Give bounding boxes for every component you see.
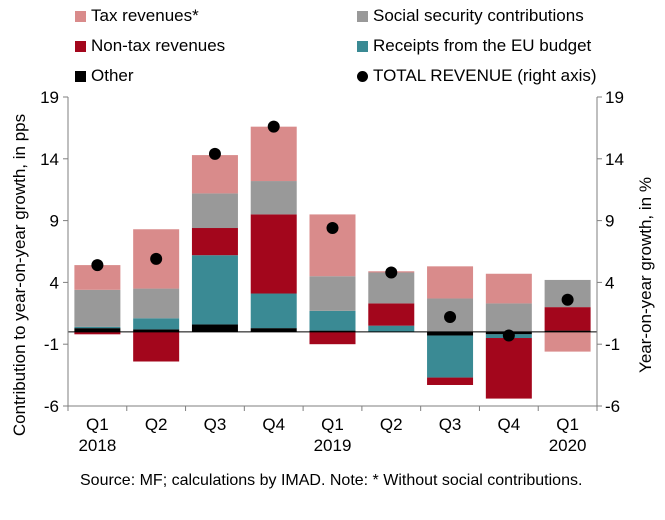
legend-item: TOTAL REVENUE (right axis) <box>357 66 597 86</box>
x-tick-label: Q2 <box>145 415 168 434</box>
legend-label: Other <box>91 66 134 85</box>
total-dot <box>561 293 574 306</box>
legend-label: Social security contributions <box>373 6 584 25</box>
x-tick-label: Q1 <box>556 415 579 434</box>
bar-segment <box>191 228 238 256</box>
legend-swatch <box>75 70 86 82</box>
legend-item: Social security contributions <box>357 6 584 26</box>
bar-segment <box>485 303 532 332</box>
y-axis-title: Contribution to year-on-year growth, in … <box>10 113 30 437</box>
x-tick-label: Q1 <box>86 415 109 434</box>
bar-segment <box>191 255 238 325</box>
total-dot <box>91 259 104 272</box>
bar-segment <box>191 324 238 332</box>
bar-segment <box>309 276 356 311</box>
y2-axis-title: Year-on-year growth, in % <box>635 177 655 373</box>
x-tick-label: Q1 <box>321 415 344 434</box>
total-dot <box>208 147 221 160</box>
bar-segment <box>544 307 591 331</box>
legend-item: Receipts from the EU budget <box>357 36 591 56</box>
y-tick-label: -6 <box>44 397 59 416</box>
total-dots-layer <box>91 120 574 342</box>
total-dot <box>267 120 280 133</box>
bar-segment <box>133 288 180 319</box>
bar-segment <box>544 331 591 352</box>
legend-swatch <box>75 10 86 22</box>
axes-layer <box>63 96 602 411</box>
y2-tick-label: -6 <box>605 397 620 416</box>
total-dot <box>444 311 457 324</box>
x-tick-label: 2019 <box>314 436 352 455</box>
bar-segment <box>368 303 415 326</box>
y-tick-label: 9 <box>50 212 59 231</box>
y2-tick-label: 4 <box>605 273 614 292</box>
bar-segment <box>250 126 297 182</box>
legend-label: TOTAL REVENUE (right axis) <box>373 66 597 85</box>
bar-segment <box>427 266 474 299</box>
legend-item: Non-tax revenues <box>75 36 225 56</box>
bars-layer <box>74 126 591 399</box>
y-tick-label: 14 <box>40 150 59 169</box>
bar-segment <box>191 193 238 229</box>
x-tick-label: 2018 <box>78 436 116 455</box>
legend-dot-marker <box>357 70 368 82</box>
x-tick-label: Q3 <box>204 415 227 434</box>
legend-label: Receipts from the EU budget <box>373 36 592 55</box>
bar-segment <box>133 318 180 330</box>
bar-segment <box>427 331 474 336</box>
y2-tick-label: 19 <box>605 88 624 107</box>
bar-segment <box>74 331 121 335</box>
bar-segment <box>74 326 121 329</box>
bar-segment <box>250 214 297 294</box>
y2-tick-label: 14 <box>605 150 624 169</box>
labels-layer: -6 -6 -1 -1 4 4 9 9 14 14 19 19 Q1 2018 Q2 Q3 Q4 Q1 2019 Q2… <box>40 88 624 455</box>
legend-swatch <box>75 40 86 52</box>
total-dot <box>326 222 339 235</box>
y-tick-label: 19 <box>40 88 59 107</box>
bar-segment <box>250 293 297 329</box>
bar-segment <box>250 328 297 332</box>
x-tick-label: Q4 <box>262 415 285 434</box>
total-dot <box>502 329 515 342</box>
legend-item: Other <box>75 66 134 86</box>
bar-segment <box>427 335 474 378</box>
bar-segment <box>191 155 238 194</box>
bar-segment <box>485 338 532 399</box>
y2-tick-label: 9 <box>605 212 614 231</box>
bar-segment <box>74 328 121 332</box>
bar-segment <box>309 310 356 331</box>
bar-segment <box>133 331 180 362</box>
x-tick-label: 2020 <box>549 436 587 455</box>
legend-item: Tax revenues* <box>75 6 199 26</box>
y-tick-label: 4 <box>50 273 59 292</box>
y-tick-label: -1 <box>44 335 59 354</box>
x-tick-label: Q4 <box>497 415 520 434</box>
legend-swatch <box>357 40 368 52</box>
revenue-chart: -6 -6 -1 -1 4 4 9 9 14 14 19 19 Q1 2018 Q2 Q3 Q4 Q1 2019 Q2… <box>40 88 624 455</box>
legend-swatch <box>357 10 368 22</box>
bar-segment <box>368 325 415 332</box>
bar-segment <box>74 289 121 327</box>
total-dot <box>150 252 163 265</box>
bar-segment <box>250 181 297 215</box>
x-tick-label: Q3 <box>439 415 462 434</box>
bar-segment <box>309 330 356 332</box>
x-tick-label: Q2 <box>380 415 403 434</box>
total-dot <box>385 266 398 279</box>
bar-segment <box>133 329 180 332</box>
source-note: Source: MF; calculations by IMAD. Note: … <box>80 472 583 489</box>
bar-segment <box>427 377 474 385</box>
legend-label: Non-tax revenues <box>91 36 226 55</box>
bar-segment <box>309 331 356 345</box>
y2-tick-label: -1 <box>605 335 620 354</box>
bar-segment <box>544 330 591 332</box>
legend-label: Tax revenues* <box>91 6 199 25</box>
bar-segment <box>485 273 532 304</box>
